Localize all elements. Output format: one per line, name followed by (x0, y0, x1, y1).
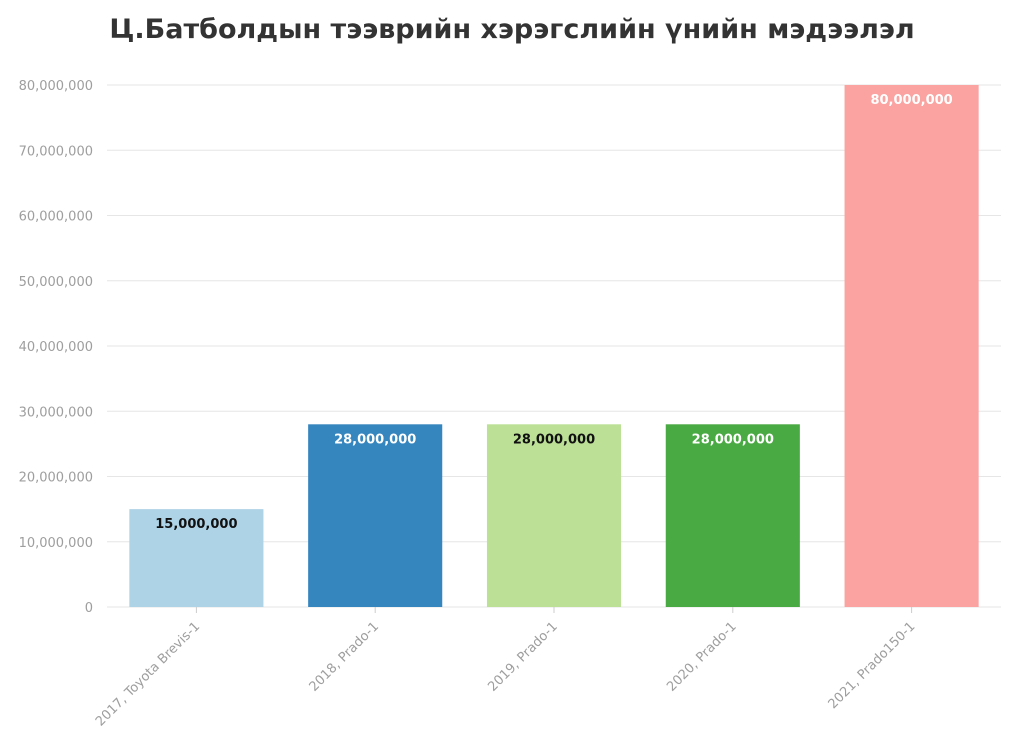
y-tick-label: 30,000,000 (19, 405, 93, 420)
y-axis-ticks: 0 10,000,000 20,000,000 30,000,000 40,000,00… (19, 79, 93, 616)
bar[interactable] (308, 424, 443, 607)
bar[interactable] (844, 85, 979, 607)
x-tick-label: 2018, Prado-1 (307, 619, 382, 694)
bar-value-label: 80,000,000 (870, 93, 952, 108)
x-tick-label: 2017, Toyota Brevis-1 (93, 619, 203, 729)
y-tick-label: 70,000,000 (19, 144, 93, 159)
data-labels: 15,000,000 28,000,000 28,000,000 28,000,000… (155, 93, 952, 532)
bar[interactable] (665, 424, 800, 607)
y-tick-label: 60,000,000 (19, 210, 93, 225)
y-tick-label: 10,000,000 (19, 536, 93, 551)
bar-value-label: 28,000,000 (692, 432, 774, 447)
bar[interactable] (129, 509, 264, 607)
bar[interactable] (486, 424, 622, 607)
y-tick-label: 80,000,000 (19, 79, 93, 94)
x-axis-ticks: 2017, Toyota Brevis-1 2018, Prado-1 2019, … (93, 607, 918, 729)
bar-value-label: 28,000,000 (334, 432, 416, 447)
chart-title: Ц.Батболдын тээврийн хэрэгслийн үнийн мэ… (109, 14, 915, 45)
x-tick-label: 2021, Prado150-1 (826, 619, 919, 712)
y-tick-label: 50,000,000 (19, 275, 93, 290)
bar-value-label: 28,000,000 (513, 432, 595, 447)
bar-value-label: 15,000,000 (155, 517, 237, 532)
bars (129, 85, 979, 607)
y-tick-label: 0 (85, 601, 93, 616)
y-tick-label: 20,000,000 (19, 471, 93, 486)
x-tick-label: 2020, Prado-1 (664, 619, 739, 694)
x-tick-label: 2019, Prado-1 (485, 619, 560, 694)
y-tick-label: 40,000,000 (19, 340, 93, 355)
